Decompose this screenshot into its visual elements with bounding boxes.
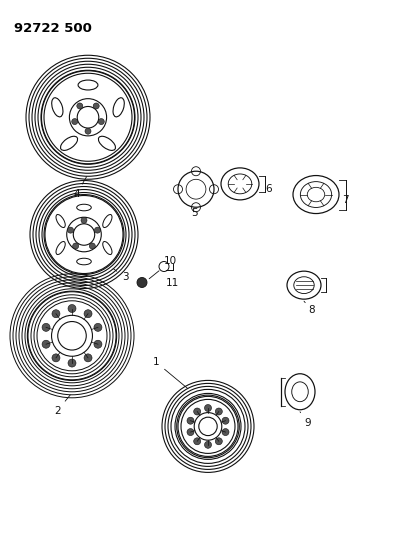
- Circle shape: [194, 438, 201, 445]
- Circle shape: [94, 340, 102, 348]
- Circle shape: [187, 429, 194, 435]
- Circle shape: [215, 438, 222, 445]
- Text: 10: 10: [149, 256, 177, 279]
- Circle shape: [85, 128, 91, 134]
- Circle shape: [68, 227, 74, 233]
- Text: 9: 9: [300, 412, 311, 428]
- Text: 8: 8: [304, 301, 315, 315]
- Circle shape: [73, 243, 79, 249]
- Circle shape: [93, 103, 99, 109]
- Circle shape: [94, 227, 100, 233]
- Circle shape: [52, 354, 60, 362]
- Circle shape: [84, 310, 92, 318]
- Circle shape: [204, 441, 212, 448]
- Circle shape: [215, 408, 222, 415]
- Text: 6: 6: [265, 184, 272, 194]
- Text: 7: 7: [342, 195, 349, 205]
- Text: 2: 2: [54, 395, 70, 416]
- Text: 3: 3: [113, 269, 128, 282]
- Circle shape: [81, 217, 87, 223]
- Circle shape: [222, 429, 229, 435]
- Circle shape: [68, 304, 76, 312]
- Circle shape: [137, 278, 147, 287]
- Circle shape: [72, 118, 78, 125]
- Circle shape: [194, 408, 201, 415]
- Circle shape: [94, 324, 102, 332]
- Circle shape: [77, 103, 83, 109]
- Text: 5: 5: [192, 208, 198, 218]
- Circle shape: [68, 359, 76, 367]
- Text: 1: 1: [153, 358, 188, 389]
- Circle shape: [42, 324, 50, 332]
- Circle shape: [84, 354, 92, 362]
- Circle shape: [89, 243, 95, 249]
- Circle shape: [222, 417, 229, 424]
- Circle shape: [187, 417, 194, 424]
- Text: 92722 500: 92722 500: [14, 22, 92, 35]
- Circle shape: [98, 118, 104, 125]
- Circle shape: [52, 310, 60, 318]
- Text: 11: 11: [166, 279, 179, 288]
- Circle shape: [204, 405, 212, 411]
- Text: 4: 4: [73, 176, 86, 199]
- Circle shape: [42, 340, 50, 348]
